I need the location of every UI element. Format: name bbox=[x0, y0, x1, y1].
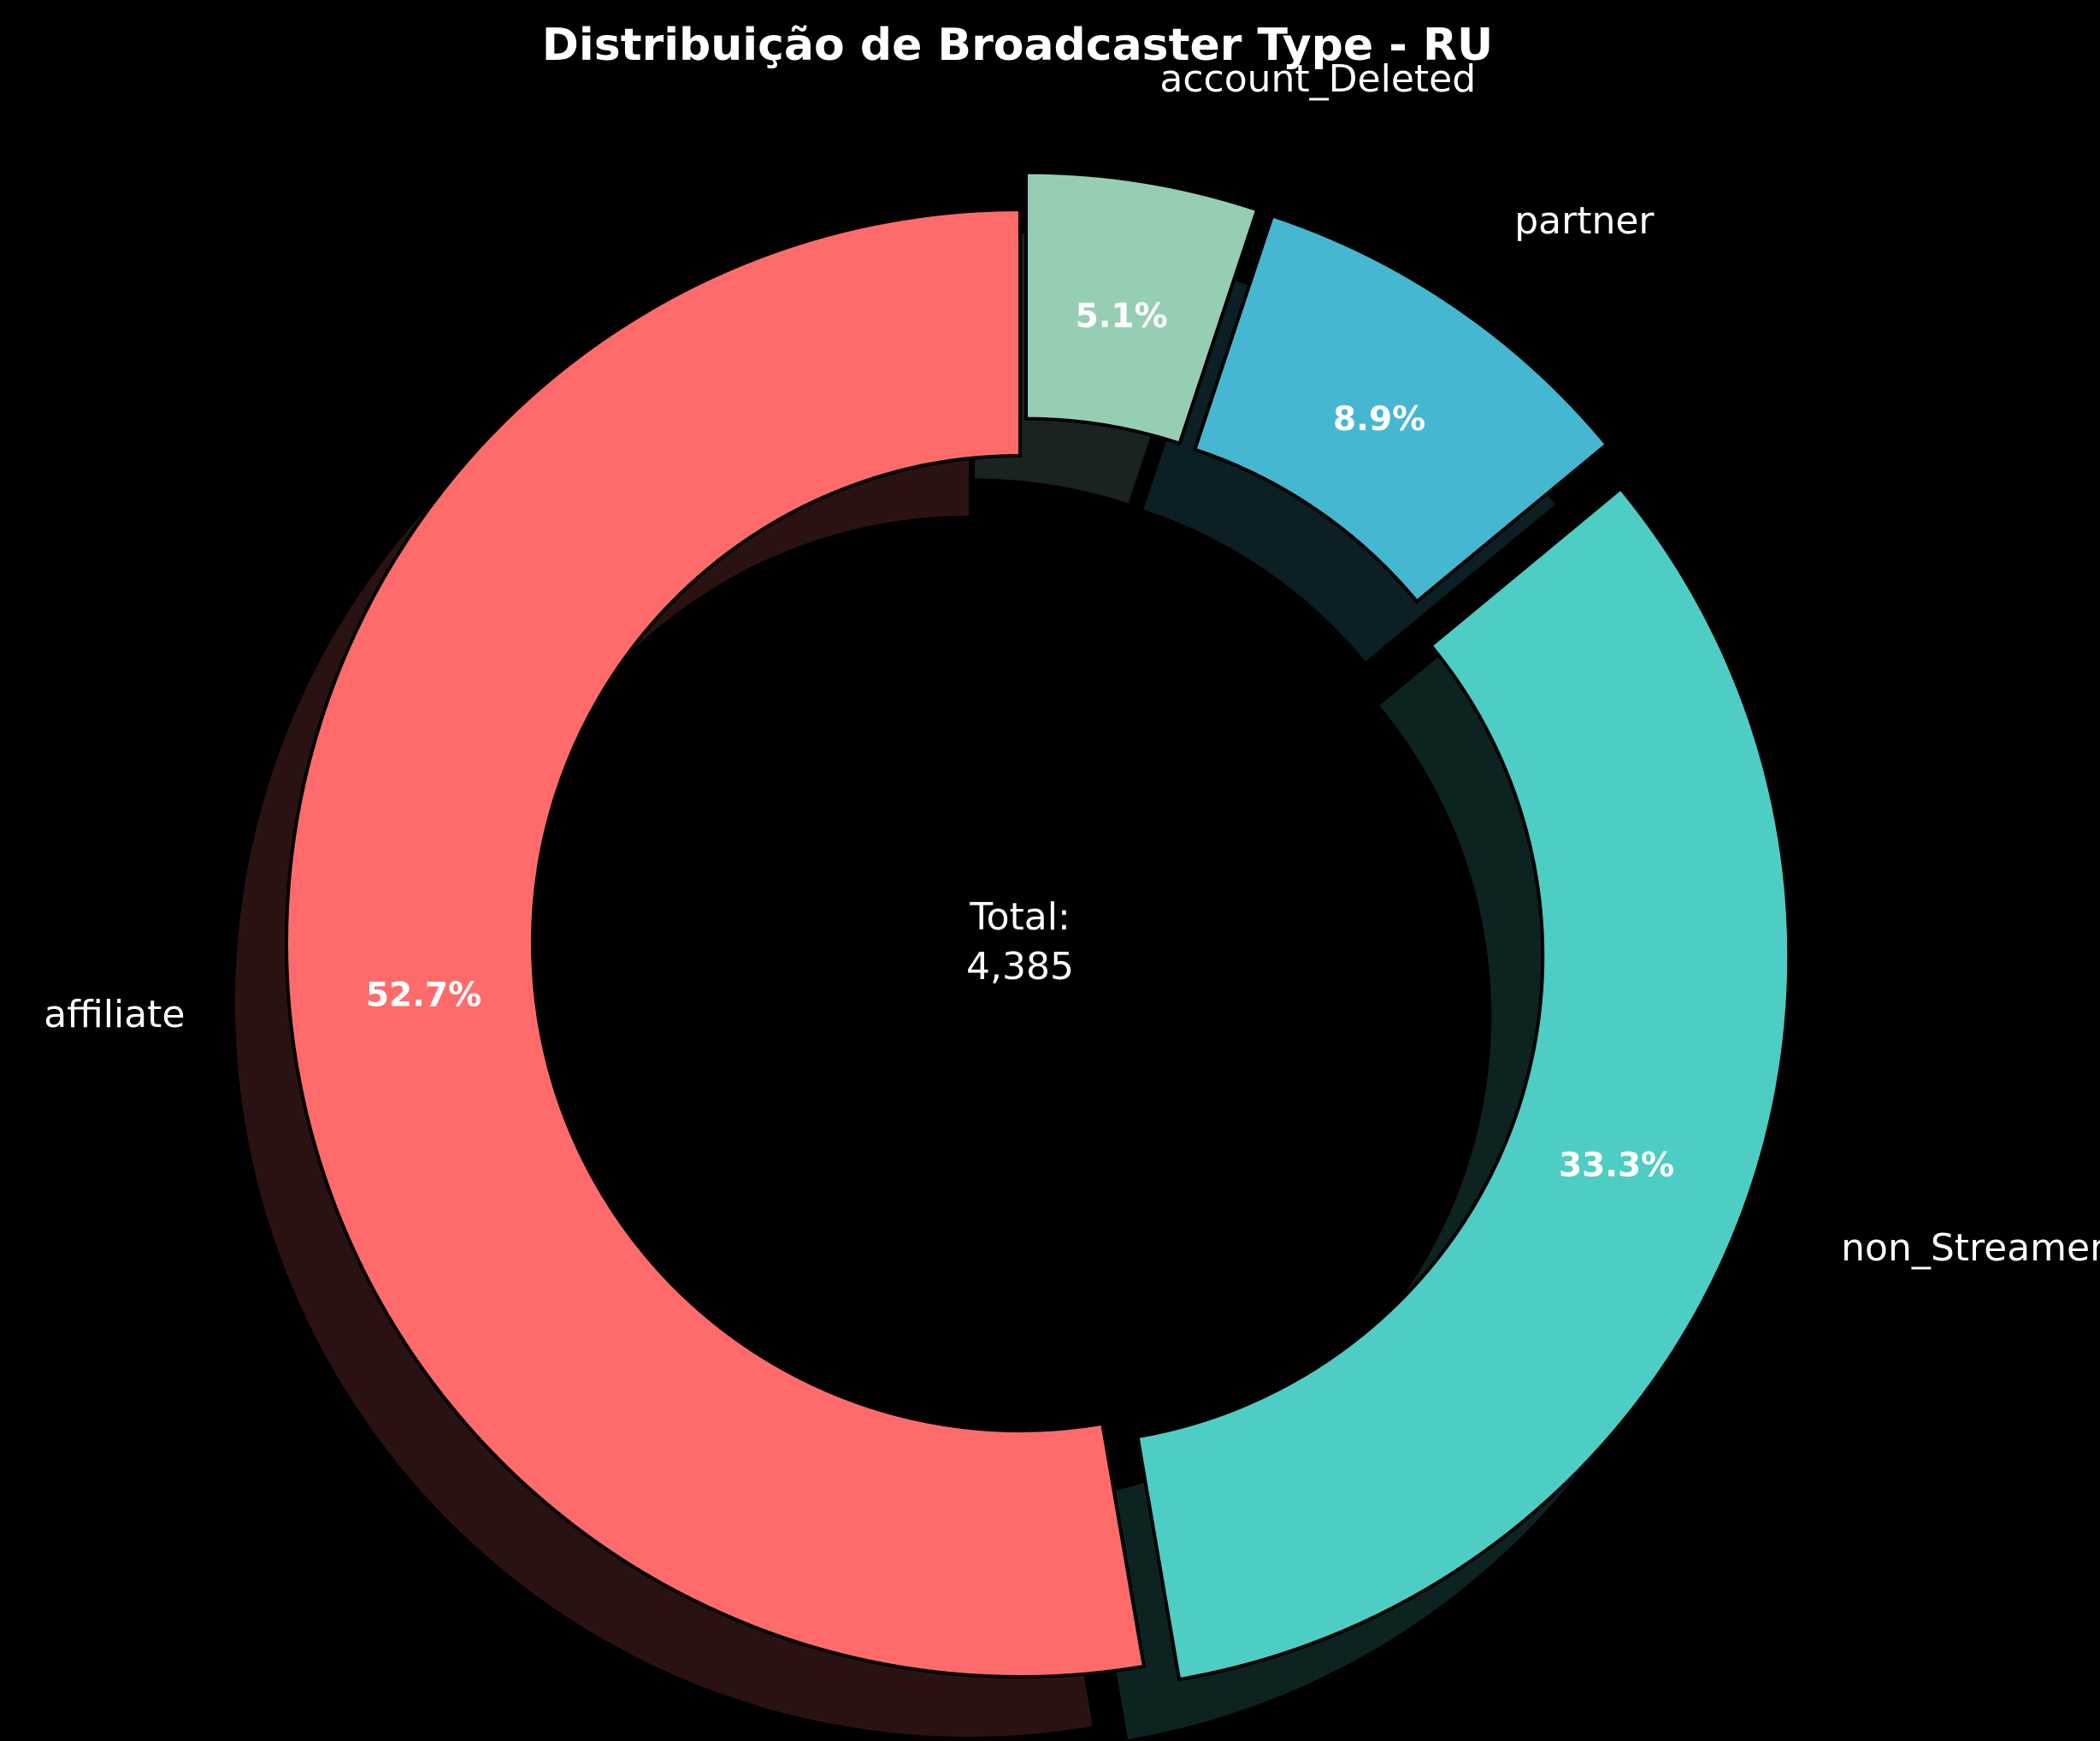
label-partner: partner bbox=[1514, 199, 1655, 243]
percentage-labels: 52.7% 33.3% 8.9% 5.1% bbox=[366, 298, 1674, 1185]
slice-non-streamer bbox=[1136, 486, 1791, 1682]
slice-partner bbox=[1192, 213, 1609, 605]
slices bbox=[285, 170, 1791, 1682]
pct-affiliate: 52.7% bbox=[366, 976, 481, 1014]
category-labels: affiliate non_Streamer partner account_Dele… bbox=[44, 57, 2100, 1270]
slice-affiliate bbox=[285, 207, 1147, 1679]
pct-account-deleted: 5.1% bbox=[1076, 298, 1168, 336]
pct-partner: 8.9% bbox=[1333, 400, 1425, 439]
total-value: 4,385 bbox=[966, 945, 1074, 989]
label-account-deleted: account_Deleted bbox=[1159, 57, 1476, 101]
pct-non-streamer: 33.3% bbox=[1559, 1147, 1674, 1185]
slice-account-deleted bbox=[1024, 170, 1259, 446]
total-label: Total: bbox=[969, 895, 1071, 939]
label-affiliate: affiliate bbox=[44, 993, 185, 1036]
chart-title: Distribuição de Broadcaster Type - RU bbox=[542, 20, 1493, 71]
label-non-streamer: non_Streamer bbox=[1841, 1226, 2100, 1270]
